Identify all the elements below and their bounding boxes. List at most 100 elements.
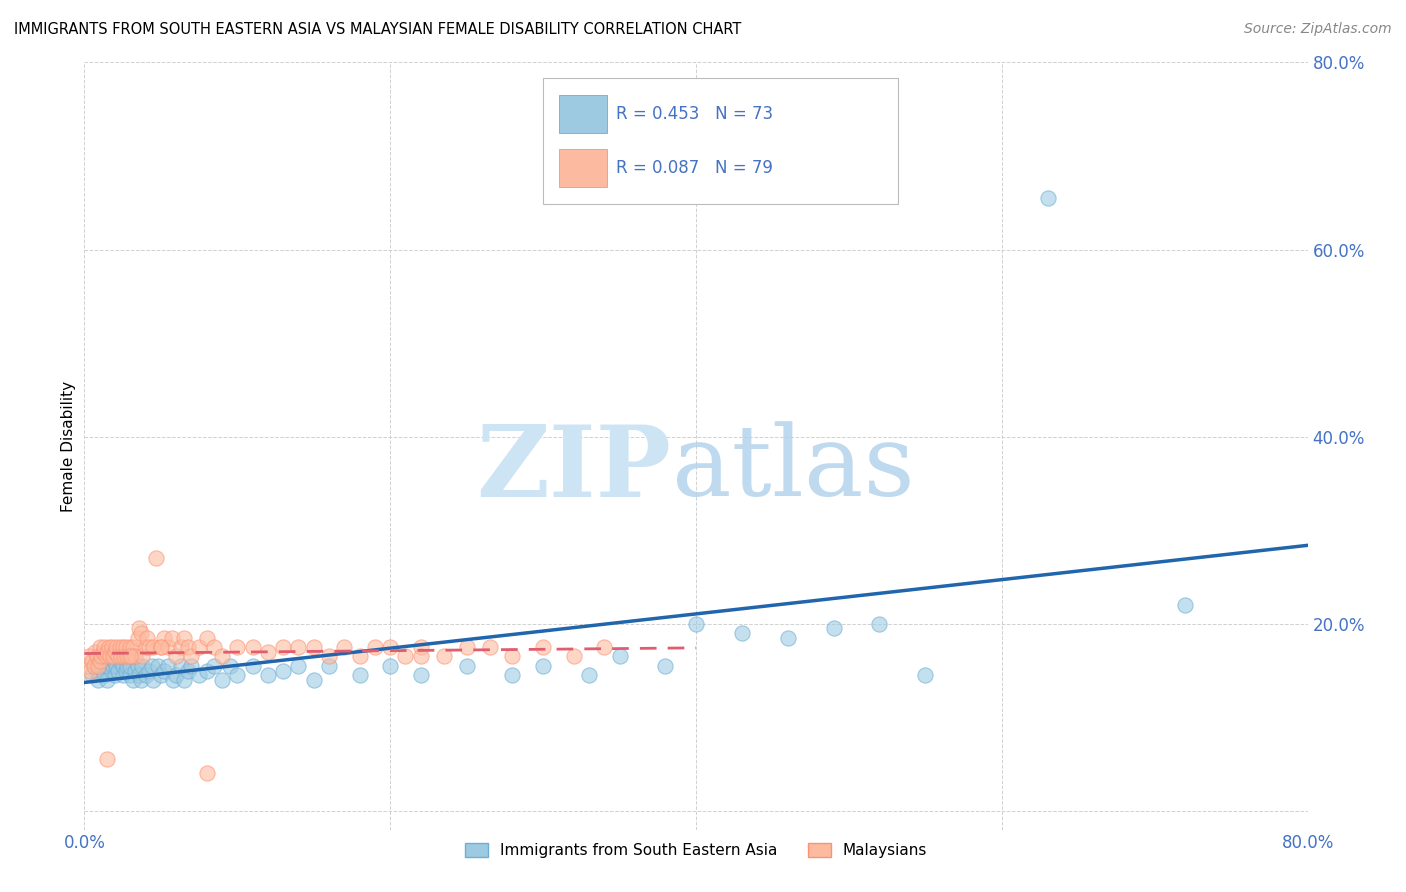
Point [141,658,163,673]
Point [87,673,110,687]
Point [242,640,264,654]
Point [98,649,121,664]
Point [105,658,128,673]
Point [104,645,127,659]
Text: R = 0.453   N = 73: R = 0.453 N = 73 [616,105,773,123]
Point [121,649,143,664]
Point [83,658,105,673]
FancyBboxPatch shape [560,95,606,133]
Point [97,654,120,668]
Point [177,664,200,678]
Point [157,640,180,654]
Point [257,645,280,659]
Point [103,658,125,673]
Point [128,668,150,682]
Text: Source: ZipAtlas.com: Source: ZipAtlas.com [1244,22,1392,37]
Point [409,640,432,654]
Point [531,640,554,654]
Point [142,640,165,654]
Point [86,664,108,678]
Point [79,664,101,678]
Point [502,649,524,664]
Text: atlas: atlas [672,421,914,516]
Point [149,640,172,654]
Point [115,649,138,664]
Point [129,626,152,640]
Point [107,664,129,678]
Point [138,640,160,654]
Point [84,645,107,659]
Point [108,640,131,654]
Point [433,649,456,664]
Point [122,673,145,687]
Point [122,640,145,654]
Point [142,673,165,687]
Point [111,658,134,673]
Point [364,640,387,654]
Point [165,649,187,664]
Point [96,645,118,659]
Point [76,658,98,673]
Point [170,640,193,654]
Point [129,673,152,687]
Point [302,673,325,687]
Point [914,668,936,682]
Point [394,649,416,664]
Point [127,631,149,645]
Point [349,649,371,664]
Point [104,668,127,682]
Point [333,640,356,654]
Point [120,668,142,682]
Point [195,766,218,780]
Point [211,673,233,687]
Point [135,668,157,682]
Point [409,668,432,682]
Point [89,640,111,654]
Point [101,640,124,654]
Point [409,649,432,664]
Point [170,658,193,673]
Point [89,654,111,668]
Point [302,640,325,654]
Point [1174,598,1197,612]
Point [131,649,153,664]
Point [157,658,180,673]
Point [114,664,136,678]
Point [578,668,600,682]
Point [84,658,107,673]
Point [97,640,120,654]
Point [177,640,200,654]
Legend: Immigrants from South Eastern Asia, Malaysians: Immigrants from South Eastern Asia, Mala… [458,837,934,864]
Point [531,658,554,673]
Point [115,658,138,673]
Point [731,626,754,640]
Point [180,649,202,664]
Point [114,640,136,654]
Point [380,640,402,654]
Text: ZIP: ZIP [477,420,672,517]
Point [287,640,309,654]
Point [380,658,402,673]
Point [173,631,195,645]
Point [188,668,211,682]
Point [202,658,225,673]
Point [120,640,142,654]
Point [96,673,118,687]
Point [654,658,676,673]
Point [86,649,108,664]
Point [90,649,112,664]
Point [173,673,195,687]
Point [149,640,172,654]
Point [823,622,845,636]
Point [149,668,172,682]
Point [105,640,128,654]
Point [127,658,149,673]
Point [110,649,132,664]
Point [94,649,117,664]
Point [103,649,125,664]
Point [93,640,115,654]
Point [89,658,111,673]
Point [180,658,202,673]
Point [80,668,103,682]
Point [80,654,103,668]
